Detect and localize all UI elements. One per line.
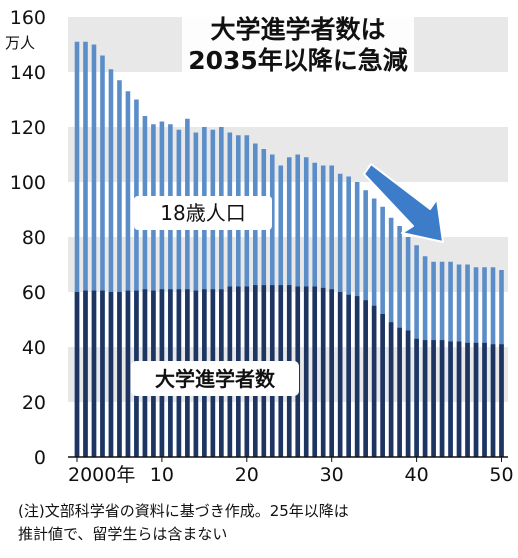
title-backdrop bbox=[182, 12, 414, 78]
title-line-2: 2035年以降に急減 bbox=[188, 46, 408, 75]
x-tick-label-2010: 10 bbox=[150, 464, 174, 486]
bar-enrollment-2006 bbox=[125, 290, 131, 457]
footnote: (注)文部科学省の資料に基づき作成。25年以降は 推計値で、留学生らは含まない bbox=[18, 500, 508, 546]
x-tick-label-2040: 40 bbox=[405, 464, 429, 486]
bar-population-2007 bbox=[134, 99, 139, 457]
bar-enrollment-2038 bbox=[397, 327, 402, 457]
bar-population-2001 bbox=[83, 41, 88, 457]
bar-enrollment-2031 bbox=[337, 292, 343, 457]
bar-enrollment-2045 bbox=[456, 341, 462, 457]
bar-enrollment-2039 bbox=[405, 330, 411, 457]
bar-enrollment-2034 bbox=[363, 300, 368, 457]
bar-population-2006 bbox=[125, 91, 131, 457]
y-axis: 0 20 40 60 80 100 120 140 160 万人 bbox=[5, 7, 46, 469]
legend-box-enrollment bbox=[131, 361, 299, 396]
x-tick-label-2000: 2000年 bbox=[68, 464, 135, 486]
x-axis: 2000年 10 20 30 40 50 bbox=[68, 456, 514, 486]
bar-enrollment-2041 bbox=[422, 340, 428, 457]
bar-enrollment-2037 bbox=[388, 322, 394, 457]
bar-enrollment-2032 bbox=[346, 294, 351, 457]
bar-population-2000 bbox=[74, 41, 80, 457]
y-tick-label-20: 20 bbox=[22, 392, 46, 414]
bar-population-2003 bbox=[100, 55, 105, 457]
bar-enrollment-2035 bbox=[371, 305, 377, 457]
bar-population-2005 bbox=[117, 80, 122, 457]
bar-enrollment-2048 bbox=[482, 342, 487, 457]
bar-enrollment-2043 bbox=[439, 340, 445, 457]
bar-enrollment-2044 bbox=[448, 341, 453, 457]
bar-enrollment-2030 bbox=[329, 289, 334, 457]
y-tick-label-100: 100 bbox=[10, 172, 46, 194]
x-tick-label-2030: 30 bbox=[320, 464, 344, 486]
bar-population-2013 bbox=[185, 118, 190, 457]
trend-arrow bbox=[363, 163, 444, 243]
y-tick-label-120: 120 bbox=[10, 117, 46, 139]
bar-enrollment-2047 bbox=[473, 342, 479, 457]
bar-enrollment-2027 bbox=[303, 286, 309, 457]
y-tick-label-60: 60 bbox=[22, 282, 46, 304]
bar-population-2002 bbox=[91, 44, 97, 457]
bar-enrollment-2036 bbox=[380, 314, 385, 457]
bar-enrollment-2001 bbox=[83, 290, 88, 457]
y-tick-label-0: 0 bbox=[34, 447, 46, 469]
y-tick-label-40: 40 bbox=[22, 337, 46, 359]
bar-enrollment-2033 bbox=[354, 296, 360, 457]
title-line-1: 大学進学者数は bbox=[210, 15, 385, 44]
bar-enrollment-2042 bbox=[431, 340, 436, 457]
legend-label-enrollment: 大学進学者数 bbox=[155, 367, 276, 391]
legend-label-population: 18歳人口 bbox=[160, 201, 245, 225]
bar-enrollment-2000 bbox=[74, 292, 80, 457]
y-tick-label-140: 140 bbox=[10, 62, 46, 84]
bar-enrollment-2005 bbox=[117, 292, 122, 457]
x-tick-label-2050: 50 bbox=[489, 464, 513, 486]
footnote-line-1: (注)文部科学省の資料に基づき作成。25年以降は bbox=[18, 502, 349, 520]
y-tick-label-160: 160 bbox=[10, 7, 46, 29]
down-arrow-icon bbox=[363, 163, 444, 243]
bar-enrollment-2028 bbox=[312, 286, 318, 457]
x-tick-label-2020: 20 bbox=[235, 464, 259, 486]
bar-enrollment-2002 bbox=[91, 290, 97, 457]
y-unit-label: 万人 bbox=[5, 34, 35, 52]
legend-box-population bbox=[134, 196, 272, 230]
bar-enrollment-2049 bbox=[490, 344, 496, 457]
y-tick-label-80: 80 bbox=[22, 227, 46, 249]
bar-population-2004 bbox=[108, 69, 114, 457]
bar-enrollment-2046 bbox=[465, 342, 470, 457]
bar-enrollment-2040 bbox=[414, 338, 419, 457]
bar-enrollment-2004 bbox=[108, 292, 114, 457]
bar-enrollment-2050 bbox=[499, 344, 504, 457]
bar-population-2008 bbox=[142, 116, 148, 457]
bar-enrollment-2003 bbox=[100, 290, 105, 457]
footnote-line-2: 推計値で、留学生らは含まない bbox=[18, 525, 228, 543]
bar-enrollment-2029 bbox=[320, 287, 326, 457]
